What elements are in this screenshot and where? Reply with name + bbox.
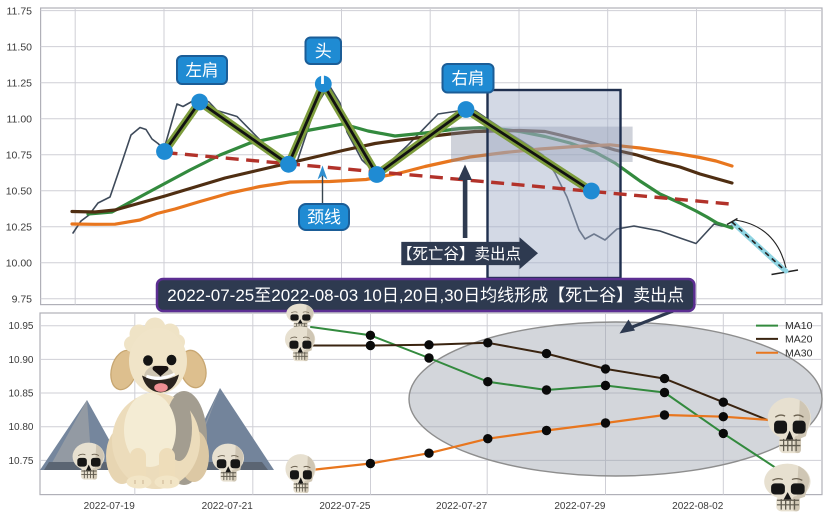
- svg-text:2022-07-25至2022-08-03 10日,20日,: 2022-07-25至2022-08-03 10日,20日,30日均线形成【死亡…: [167, 281, 684, 306]
- svg-text:颈线: 颈线: [307, 203, 341, 228]
- svg-text:10.95: 10.95: [8, 321, 33, 332]
- svg-text:10.75: 10.75: [6, 150, 32, 162]
- svg-text:10.90: 10.90: [8, 355, 33, 366]
- svg-text:11.25: 11.25: [7, 78, 33, 90]
- svg-text:11.75: 11.75: [7, 5, 33, 17]
- svg-text:MA20: MA20: [785, 334, 813, 346]
- svg-text:10.50: 10.50: [6, 186, 32, 198]
- svg-text:头: 头: [315, 37, 332, 62]
- svg-text:左肩: 左肩: [186, 57, 219, 81]
- svg-text:2022-08-02: 2022-08-02: [672, 501, 724, 512]
- svg-text:右肩: 右肩: [452, 65, 485, 89]
- svg-text:9.75: 9.75: [12, 294, 33, 306]
- svg-text:10.85: 10.85: [8, 389, 33, 400]
- svg-text:2022-07-27: 2022-07-27: [436, 501, 488, 512]
- svg-text:11.50: 11.50: [7, 41, 33, 53]
- svg-text:2022-07-19: 2022-07-19: [84, 501, 136, 512]
- svg-text:10.75: 10.75: [8, 456, 33, 467]
- svg-text:10.25: 10.25: [6, 222, 32, 234]
- svg-text:10.80: 10.80: [8, 422, 33, 433]
- svg-text:【死亡谷】卖出点: 【死亡谷】卖出点: [397, 242, 521, 264]
- svg-text:10.00: 10.00: [6, 258, 32, 270]
- svg-text:MA30: MA30: [785, 347, 813, 359]
- svg-text:11.00: 11.00: [7, 114, 33, 126]
- svg-text:2022-07-25: 2022-07-25: [319, 501, 371, 512]
- svg-text:2022-07-29: 2022-07-29: [554, 501, 606, 512]
- svg-text:MA10: MA10: [785, 320, 813, 332]
- svg-text:2022-07-21: 2022-07-21: [202, 501, 254, 512]
